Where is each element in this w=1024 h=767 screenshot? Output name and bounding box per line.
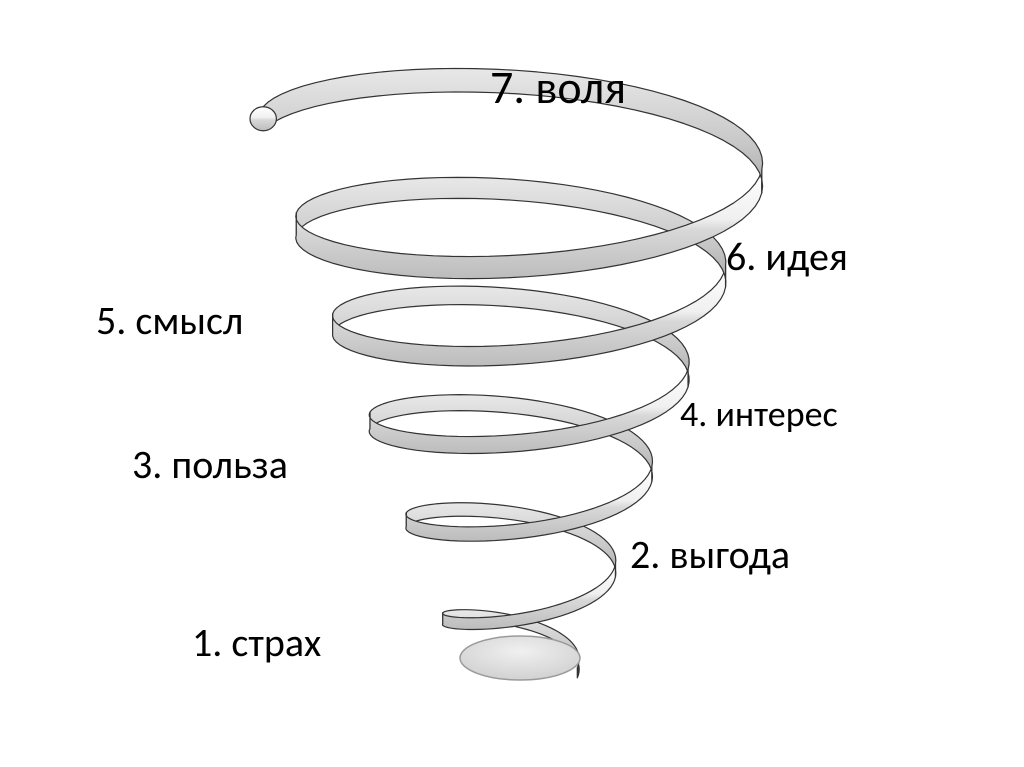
spiral-base (460, 636, 580, 680)
level-7-label: 7. воля (490, 60, 626, 116)
level-6-label: 6. идея (726, 232, 848, 281)
level-2-label: 2. выгода (630, 530, 790, 579)
level-1-label: 1. страх (192, 618, 321, 667)
spiral-graphic (220, 60, 820, 700)
level-5-label: 5. смысл (96, 296, 243, 345)
diagram-stage: 7. воля 6. идея 5. смысл 4. интерес 3. п… (0, 0, 1024, 767)
level-4-label: 4. интерес (680, 392, 838, 436)
level-3-label: 3. польза (132, 440, 288, 489)
